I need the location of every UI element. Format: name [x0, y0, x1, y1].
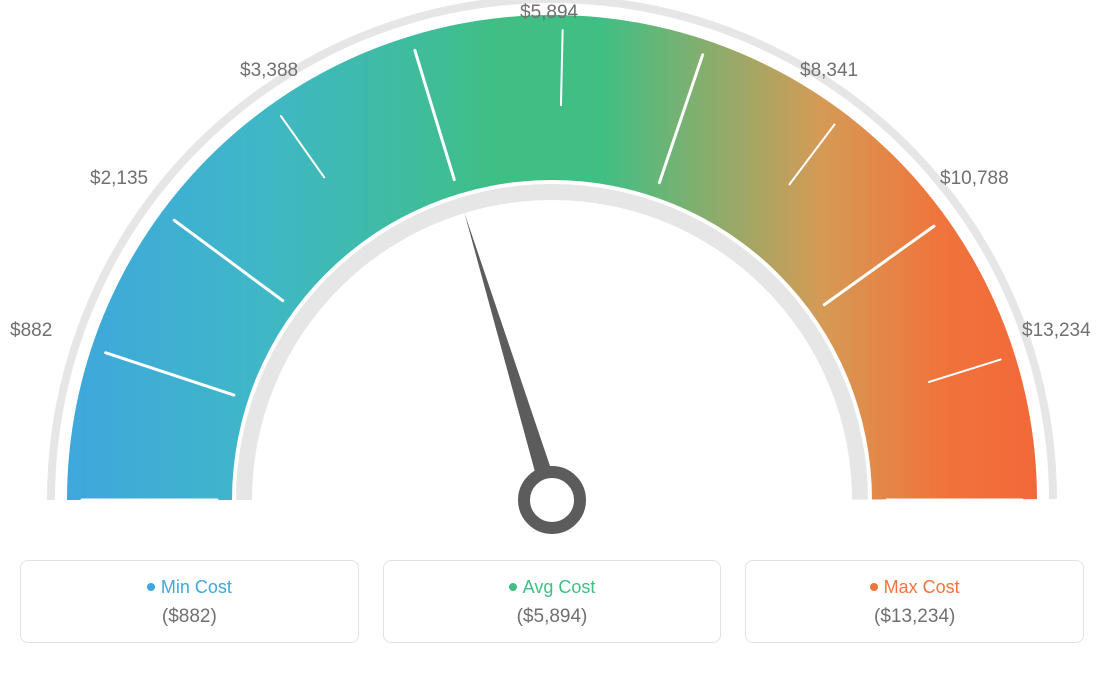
legend-avg-label: Avg Cost [523, 577, 596, 597]
gauge-chart: $882 $2,135 $3,388 $5,894 $8,341 $10,788 $13,2… [0, 0, 1104, 560]
gauge-tick-label: $882 [10, 320, 52, 342]
dot-icon [147, 583, 155, 591]
legend-avg-title: Avg Cost [394, 577, 711, 598]
legend-max-box: Max Cost ($13,234) [745, 560, 1084, 643]
legend-max-value: ($13,234) [756, 606, 1073, 628]
legend-row: Min Cost ($882) Avg Cost ($5,894) Max Co… [0, 560, 1104, 643]
legend-min-title: Min Cost [31, 577, 348, 598]
gauge-tick-label: $8,341 [800, 60, 858, 82]
dot-icon [509, 583, 517, 591]
legend-min-value: ($882) [31, 606, 348, 628]
gauge-tick-label: $3,388 [240, 60, 298, 82]
gauge-svg [0, 0, 1104, 560]
legend-avg-value: ($5,894) [394, 606, 711, 628]
gauge-tick-label: $2,135 [90, 168, 148, 190]
legend-min-label: Min Cost [161, 577, 232, 597]
legend-max-title: Max Cost [756, 577, 1073, 598]
gauge-tick-label: $5,894 [520, 2, 578, 24]
gauge-tick-label: $10,788 [940, 168, 1009, 190]
gauge-tick-label: $13,234 [1022, 320, 1091, 342]
legend-avg-box: Avg Cost ($5,894) [383, 560, 722, 643]
dot-icon [870, 583, 878, 591]
legend-max-label: Max Cost [884, 577, 960, 597]
legend-min-box: Min Cost ($882) [20, 560, 359, 643]
